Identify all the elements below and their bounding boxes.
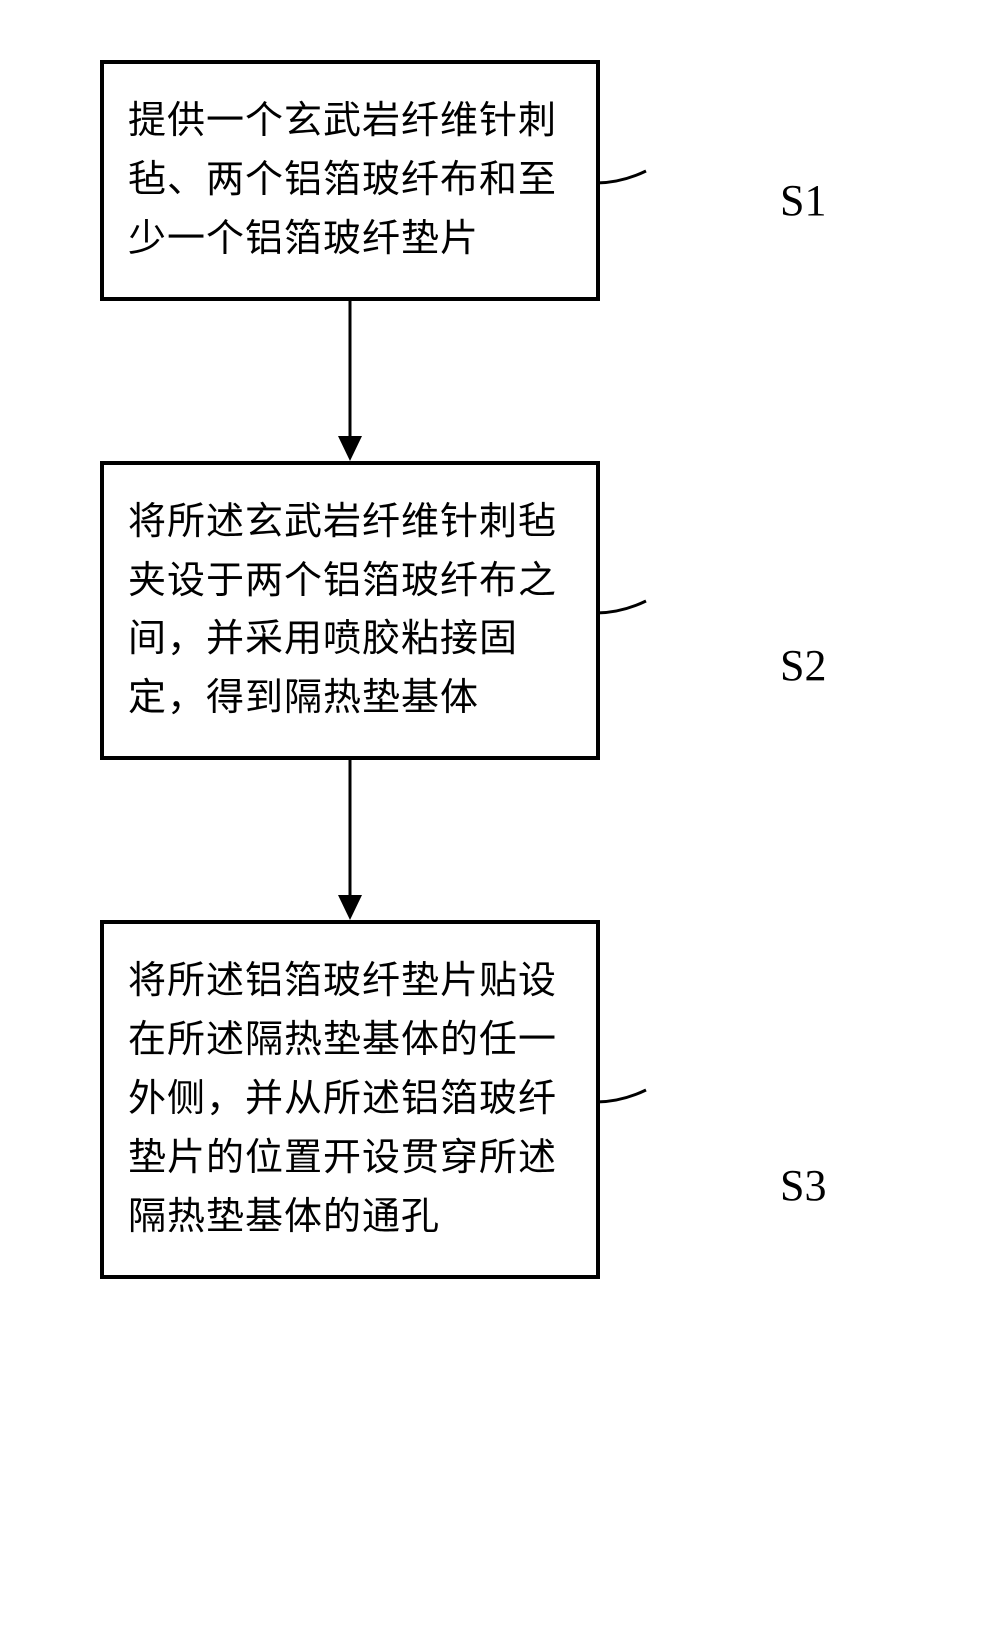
arrow-2 (330, 760, 370, 920)
step-1-text: 提供一个玄武岩纤维针刺毡、两个铝箔玻纤布和至少一个铝箔玻纤垫片 (128, 92, 572, 269)
flowchart-container: 提供一个玄武岩纤维针刺毡、两个铝箔玻纤布和至少一个铝箔玻纤垫片 S1 将所述玄武… (100, 60, 880, 1279)
step-label-2: S2 (780, 640, 826, 691)
step-label-3: S3 (780, 1160, 826, 1211)
flowchart-step-2: 将所述玄武岩纤维针刺毡夹设于两个铝箔玻纤布之间，并采用喷胶粘接固定，得到隔热垫基… (100, 461, 600, 761)
arrow-2-container (100, 760, 600, 920)
flowchart-step-3: 将所述铝箔玻纤垫片贴设在所述隔热垫基体的任一外侧，并从所述铝箔玻纤垫片的位置开设… (100, 920, 600, 1278)
step-3-text: 将所述铝箔玻纤垫片贴设在所述隔热垫基体的任一外侧，并从所述铝箔玻纤垫片的位置开设… (128, 952, 572, 1246)
connector-2 (596, 595, 656, 625)
arrow-1-container (100, 301, 600, 461)
step-label-1: S1 (780, 175, 826, 226)
flowchart-step-1: 提供一个玄武岩纤维针刺毡、两个铝箔玻纤布和至少一个铝箔玻纤垫片 (100, 60, 600, 301)
step-2-text: 将所述玄武岩纤维针刺毡夹设于两个铝箔玻纤布之间，并采用喷胶粘接固定，得到隔热垫基… (128, 493, 572, 729)
connector-3 (596, 1084, 656, 1114)
connector-1 (596, 165, 656, 195)
arrow-1 (330, 301, 370, 461)
